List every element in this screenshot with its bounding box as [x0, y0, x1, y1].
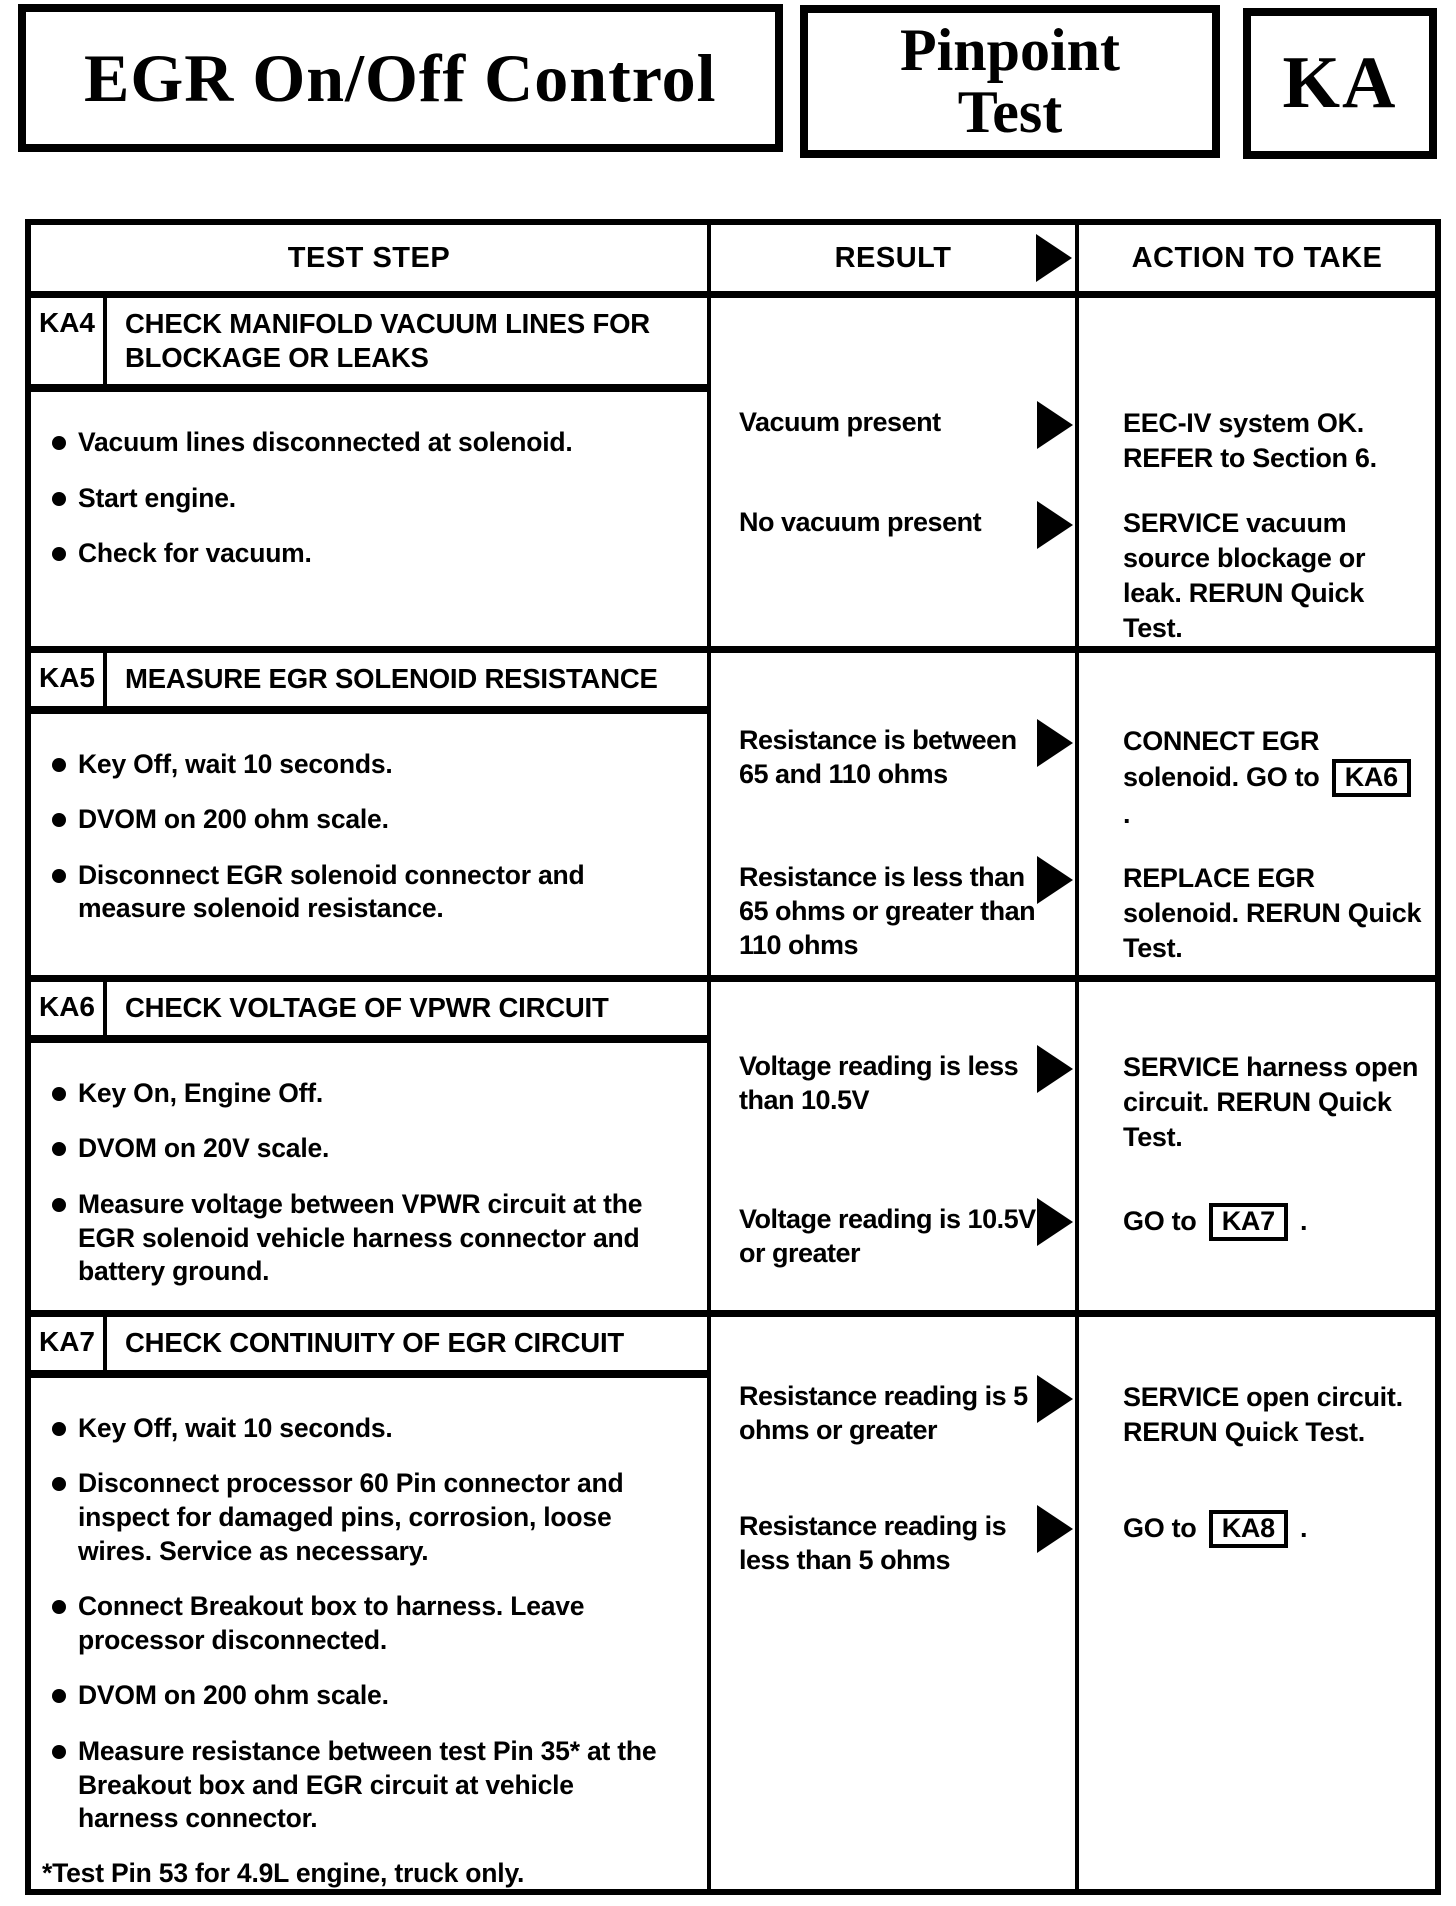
- step-title: CHECK VOLTAGE OF VPWR CIRCUIT: [125, 992, 609, 1024]
- step-title: CHECK CONTINUITY OF EGR CIRCUIT: [125, 1327, 624, 1359]
- test-step-section-ka6: KA6 CHECK VOLTAGE OF VPWR CIRCUIT Key On, …: [31, 975, 1435, 1311]
- action-column-filler: [1079, 1578, 1435, 1889]
- column-header-action: ACTION TO TAKE: [1131, 241, 1383, 274]
- procedure-item: Key Off, wait 10 seconds.: [52, 748, 658, 782]
- step-title: CHECK MANIFOLD VACUUM LINES FOR BLOCKAGE…: [125, 308, 650, 373]
- result-text: Resistance reading is 5 ohms or greater: [739, 1381, 1028, 1445]
- step-code-badge: KA7: [31, 1317, 107, 1370]
- test-step-section-ka4: KA4 CHECK MANIFOLD VACUUM LINES FOR BLOCK…: [31, 291, 1435, 647]
- procedure-item: DVOM on 200 ohm scale.: [52, 803, 658, 837]
- step-reference-box: KA6: [1331, 759, 1411, 798]
- system-title-box: EGR On/Off Control: [18, 4, 783, 152]
- procedure-item: Measure resistance between test Pin 35* …: [52, 1735, 658, 1836]
- test-step-cell: KA7 CHECK CONTINUITY OF EGR CIRCUIT Key Of…: [31, 1317, 707, 1889]
- step-code-badge: KA5: [31, 653, 107, 706]
- result-arrow-icon: [1037, 1045, 1073, 1094]
- procedure-item: Disconnect processor 60 Pin connector an…: [52, 1467, 658, 1568]
- column-header-test-step: TEST STEP: [287, 241, 451, 274]
- action-cell: EEC-IV system OK. REFER to Section 6.: [1123, 408, 1377, 474]
- result-cell: Voltage reading is 10.5V or greater: [707, 1198, 1079, 1271]
- column-header-result: RESULT: [707, 225, 1079, 291]
- procedure-item: DVOM on 20V scale.: [52, 1132, 658, 1166]
- result-text: No vacuum present: [739, 507, 982, 537]
- procedure-item: Key Off, wait 10 seconds.: [52, 1412, 658, 1446]
- doc-type-box: Pinpoint Test: [800, 5, 1220, 158]
- action-cell: REPLACE EGR solenoid. RERUN Quick Test.: [1123, 863, 1422, 964]
- result-cell: Vacuum present: [707, 298, 1079, 506]
- procedure-item: Start engine.: [52, 482, 658, 516]
- action-cell: SERVICE vacuum source blockage or leak. …: [1123, 508, 1366, 644]
- result-cell: Resistance is less than 65 ohms or great…: [707, 856, 1079, 967]
- step-reference-box: KA7: [1208, 1203, 1288, 1242]
- procedure-item: Vacuum lines disconnected at solenoid.: [52, 426, 658, 460]
- result-text: Voltage reading is less than 10.5V: [739, 1051, 1019, 1115]
- step-header: KA6 CHECK VOLTAGE OF VPWR CIRCUIT: [31, 982, 707, 1043]
- system-title: EGR On/Off Control: [84, 39, 717, 116]
- doc-type-line2: Test: [957, 78, 1063, 145]
- procedure-item: Key On, Engine Off.: [52, 1077, 658, 1111]
- test-group-code: KA: [1282, 42, 1398, 124]
- action-cell: SERVICE harness open circuit. RERUN Quic…: [1123, 1052, 1419, 1153]
- step-header: KA5 MEASURE EGR SOLENOID RESISTANCE: [31, 653, 707, 714]
- step-header: KA7 CHECK CONTINUITY OF EGR CIRCUIT: [31, 1317, 707, 1378]
- procedure-item: Measure voltage between VPWR circuit at …: [52, 1188, 658, 1289]
- step-reference-box: KA8: [1208, 1510, 1288, 1549]
- result-arrow-icon: [1036, 234, 1072, 282]
- result-arrow-icon: [1037, 856, 1073, 904]
- result-cell: No vacuum present: [707, 501, 1079, 647]
- result-arrow-icon: [1037, 1505, 1073, 1554]
- action-cell: GO to KA8 .: [1079, 1510, 1435, 1578]
- result-column-filler: [707, 1270, 1079, 1311]
- result-cell: Resistance reading is less than 5 ohms: [707, 1505, 1079, 1578]
- step-code-badge: KA6: [31, 982, 107, 1035]
- test-step-section-ka5: KA5 MEASURE EGR SOLENOID RESISTANCE Key Of…: [31, 646, 1435, 976]
- test-step-section-ka7: KA7 CHECK CONTINUITY OF EGR CIRCUIT Key Of…: [31, 1310, 1435, 1889]
- result-arrow-icon: [1037, 1198, 1073, 1247]
- result-arrow-icon: [1037, 719, 1073, 767]
- result-cell: Voltage reading is less than 10.5V: [707, 982, 1079, 1204]
- procedure-list: Key On, Engine Off. DVOM on 20V scale. Mea…: [31, 1077, 707, 1289]
- result-text: Resistance is less than 65 ohms or great…: [739, 862, 1036, 960]
- result-cell: Resistance is between 65 and 110 ohms: [707, 653, 1079, 861]
- result-column-filler: [707, 966, 1079, 976]
- footnote: *Test Pin 53 for 4.9L engine, truck only…: [42, 1858, 525, 1888]
- action-column-filler: [1079, 1271, 1435, 1311]
- step-title: MEASURE EGR SOLENOID RESISTANCE: [125, 663, 658, 694]
- procedure-list: Vacuum lines disconnected at solenoid. St…: [31, 426, 707, 571]
- action-cell: GO to KA7 .: [1079, 1203, 1435, 1271]
- result-arrow-icon: [1037, 1375, 1073, 1424]
- result-text: Resistance is between 65 and 110 ohms: [739, 725, 1017, 789]
- procedure-list: Key Off, wait 10 seconds. Disconnect proc…: [31, 1412, 707, 1836]
- procedure-item: DVOM on 200 ohm scale.: [52, 1679, 658, 1713]
- doc-type-line1: Pinpoint: [899, 16, 1121, 83]
- procedure-item: Disconnect EGR solenoid connector and me…: [52, 859, 658, 926]
- result-column-filler: [707, 1577, 1079, 1889]
- table-header-row: TEST STEP RESULT ACTION TO TAKE: [31, 225, 1435, 291]
- test-step-cell: KA4 CHECK MANIFOLD VACUUM LINES FOR BLOCK…: [31, 298, 707, 646]
- test-step-cell: KA6 CHECK VOLTAGE OF VPWR CIRCUIT Key On, …: [31, 982, 707, 1310]
- action-column-filler: [1079, 966, 1435, 975]
- test-group-code-box: KA: [1243, 8, 1437, 159]
- result-arrow-icon: [1037, 501, 1073, 549]
- procedure-item: Connect Breakout box to harness. Leave p…: [52, 1590, 658, 1657]
- procedure-list: Key Off, wait 10 seconds. DVOM on 200 ohm…: [31, 748, 707, 927]
- procedure-item: Check for vacuum.: [52, 537, 658, 571]
- pinpoint-test-table: TEST STEP RESULT ACTION TO TAKE KA4 CHECK…: [25, 219, 1441, 1895]
- action-cell: CONNECT EGR solenoid. GO to KA6 .: [1079, 653, 1435, 861]
- result-cell: Resistance reading is 5 ohms or greater: [707, 1317, 1079, 1511]
- step-code-badge: KA4: [31, 298, 107, 385]
- test-step-cell: KA5 MEASURE EGR SOLENOID RESISTANCE Key Of…: [31, 653, 707, 975]
- result-text: Resistance reading is less than 5 ohms: [739, 1511, 1007, 1575]
- result-text: Voltage reading is 10.5V or greater: [739, 1204, 1036, 1268]
- step-header: KA4 CHECK MANIFOLD VACUUM LINES FOR BLOCK…: [31, 298, 707, 393]
- column-header-result-label: RESULT: [834, 241, 952, 274]
- action-cell: SERVICE open circuit. RERUN Quick Test.: [1123, 1382, 1403, 1448]
- result-arrow-icon: [1037, 401, 1073, 449]
- result-text: Vacuum present: [739, 407, 941, 437]
